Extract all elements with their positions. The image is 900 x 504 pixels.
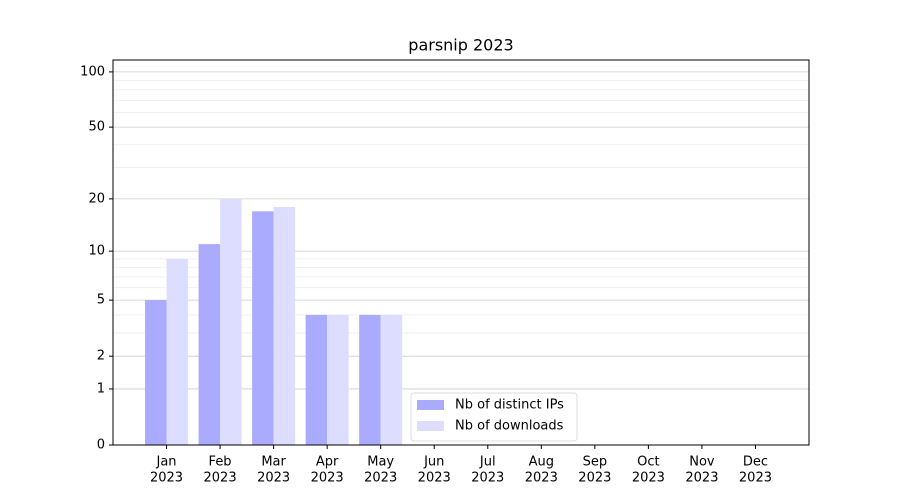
legend-swatch (417, 400, 444, 410)
y-tick-label: 20 (88, 191, 105, 206)
x-tick-label: 2023 (311, 471, 344, 486)
bar (380, 314, 403, 445)
x-tick-label: 2023 (418, 471, 451, 486)
x-tick-label: 2023 (632, 471, 665, 486)
bar (273, 206, 296, 445)
legend-label: Nb of downloads (455, 419, 564, 434)
x-tick-label: Aug (529, 455, 554, 470)
y-tick-label: 5 (97, 293, 105, 308)
y-tick-label: 0 (97, 438, 105, 453)
legend: Nb of distinct IPs Nb of downloads (410, 392, 578, 442)
x-tick-label: May (367, 455, 394, 470)
x-tick-label: Oct (637, 455, 659, 470)
y-tick-label: 1 (97, 381, 105, 396)
plot-frame (112, 59, 810, 446)
y-tick-label: 100 (80, 64, 105, 79)
bar (305, 314, 328, 445)
bar (166, 258, 189, 445)
x-tick-label: 2023 (150, 471, 183, 486)
x-tick-label: 2023 (364, 471, 397, 486)
x-tick-label: Jan (156, 455, 177, 470)
legend-label: Nb of distinct IPs (455, 398, 564, 413)
x-tick-label: 2023 (257, 471, 290, 486)
bar (145, 300, 167, 445)
x-tick-label: 2023 (578, 471, 611, 486)
x-tick-label: 2023 (471, 471, 504, 486)
chart-title: parsnip 2023 (408, 36, 513, 55)
x-tick-label: Apr (316, 455, 339, 470)
x-tick-label: 2023 (525, 471, 558, 486)
bar (327, 314, 349, 445)
x-tick-label: Feb (209, 455, 232, 470)
x-tick-label: Jun (423, 455, 444, 470)
legend-box (410, 392, 578, 442)
y-tick-label: 2 (97, 349, 105, 364)
bar (252, 211, 274, 445)
y-tick-label: 10 (88, 244, 105, 259)
x-tick-label: Nov (689, 455, 715, 470)
x-tick-label: Jul (479, 455, 496, 470)
x-tick-label: 2023 (685, 471, 718, 486)
legend-swatch (417, 421, 444, 431)
bar (198, 244, 221, 445)
x-tick-label: Mar (261, 455, 286, 470)
x-tick-label: Dec (743, 455, 768, 470)
x-tick-label: 2023 (204, 471, 237, 486)
bar (359, 314, 381, 445)
y-tick-label: 50 (88, 120, 105, 135)
x-tick-label: Sep (583, 455, 608, 470)
x-tick-label: 2023 (739, 471, 772, 486)
bar (220, 198, 242, 445)
